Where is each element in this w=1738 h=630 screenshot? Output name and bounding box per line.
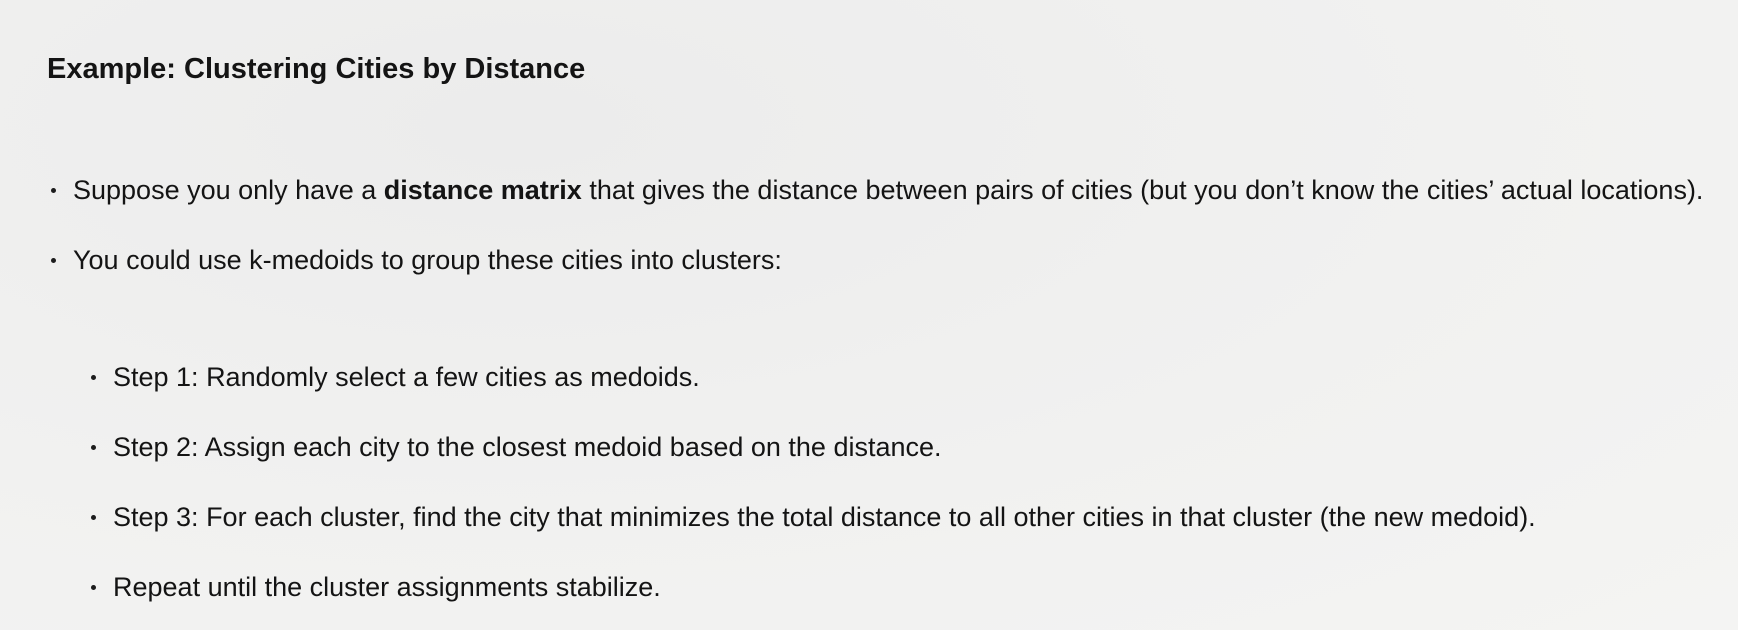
sub-list-item: Repeat until the cluster assignments sta… <box>87 564 661 610</box>
list-item: You could use k-medoids to group these c… <box>47 237 1727 283</box>
list-item-text: Suppose you only have a distance matrix … <box>73 167 1723 213</box>
sub-list-item: Step 3: For each cluster, find the city … <box>87 494 1536 540</box>
text-segment: that gives the distance between pairs of… <box>581 175 1704 205</box>
sub-list-item: Step 1: Randomly select a few cities as … <box>87 354 700 400</box>
sub-list-item: Step 2: Assign each city to the closest … <box>87 424 942 470</box>
bold-term: distance matrix <box>383 175 582 205</box>
text-segment: Suppose you only have a <box>73 175 384 205</box>
section-heading: Example: Clustering Cities by Distance <box>47 53 586 85</box>
bullet-list: Suppose you only have a distance matrix … <box>47 167 1727 283</box>
list-item: Suppose you only have a distance matrix … <box>47 167 1727 213</box>
list-item-text: You could use k-medoids to group these c… <box>73 245 782 275</box>
